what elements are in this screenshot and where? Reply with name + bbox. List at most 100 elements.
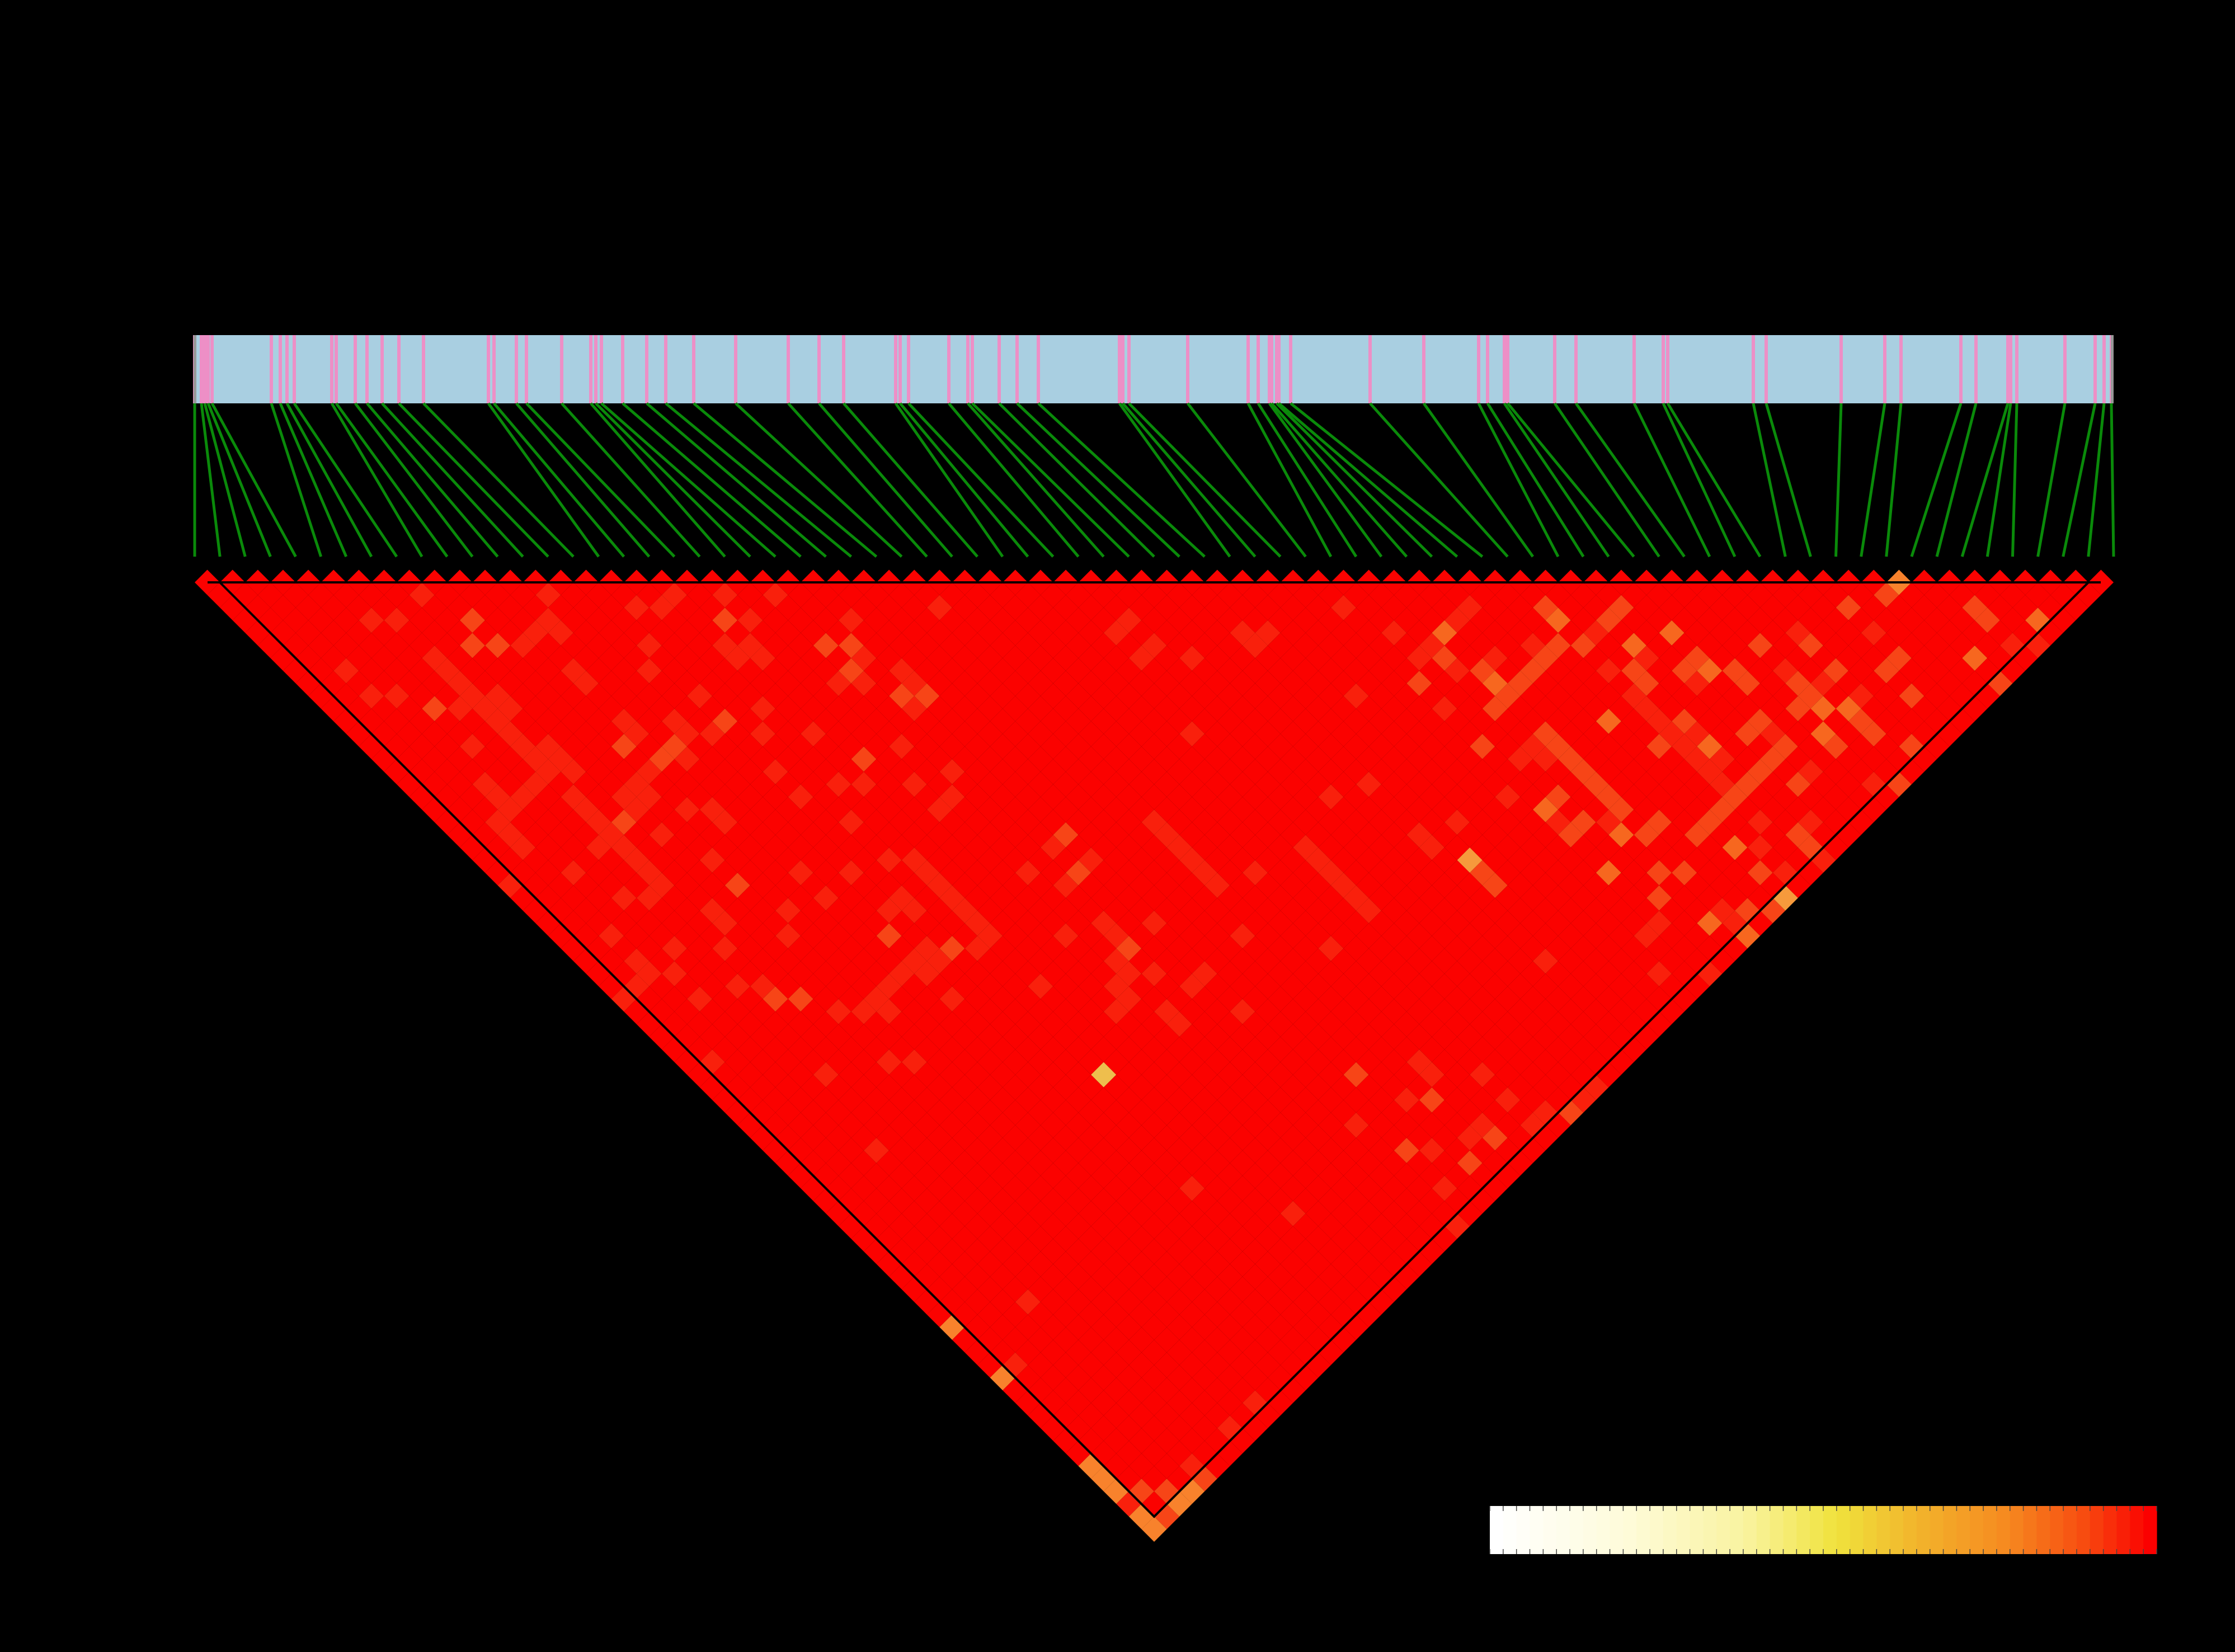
ld-cell [1507, 771, 1533, 797]
ld-cell [1432, 771, 1457, 797]
ld-cell [1103, 1377, 1129, 1403]
ld-cell [863, 1163, 890, 1189]
ld-cell [1242, 708, 1268, 734]
ld-cell [447, 645, 473, 671]
position-tick [966, 335, 970, 403]
ld-cell [750, 973, 776, 999]
ld-cell [1015, 1188, 1041, 1214]
position-tick [1246, 335, 1250, 403]
ld-cell [687, 658, 713, 684]
ld-cell [1482, 595, 1508, 620]
ld-cell [1634, 696, 1659, 722]
ld-cell [510, 784, 536, 810]
ld-cell [1040, 1264, 1066, 1289]
ld-cell [1672, 910, 1697, 936]
ld-cell [1987, 670, 2013, 696]
ld-cell [1659, 721, 1685, 747]
ld-cell [535, 860, 561, 886]
ld-cell [1937, 620, 1963, 646]
ld-cell [1179, 822, 1205, 848]
ld-cell [422, 721, 448, 747]
ld-cell [1318, 1213, 1344, 1239]
ld-cell [851, 1024, 877, 1049]
ld-cell [1141, 582, 1167, 608]
ld-cell [1242, 835, 1268, 860]
ld-cell [1116, 608, 1142, 633]
ld-cell [1495, 658, 1521, 684]
ld-cell [1242, 1037, 1268, 1062]
ld-cell [1507, 645, 1533, 671]
ld-cell [661, 633, 688, 658]
ld-cell [1255, 746, 1281, 772]
position-tick [270, 335, 273, 403]
ld-cell [863, 986, 890, 1012]
ld-cell [763, 809, 788, 835]
ld-cell [1608, 999, 1634, 1024]
ld-cell [1558, 873, 1584, 898]
ld-cell [1154, 645, 1180, 671]
ld-cell [1103, 746, 1129, 772]
ld-cell [1621, 633, 1647, 658]
ld-cell [1293, 1087, 1319, 1113]
fan-line [1187, 402, 1307, 558]
ld-cell [497, 645, 523, 671]
ld-cell [1621, 885, 1647, 911]
ld-cell [1053, 1277, 1079, 1302]
ld-cell [1343, 1163, 1369, 1189]
ld-cell [1280, 1327, 1306, 1353]
ld-cell [1318, 885, 1344, 911]
ld-cell [1166, 582, 1192, 608]
ld-cell [1949, 582, 1975, 608]
color-key-step [2023, 1506, 2038, 1554]
ld-cell [1608, 670, 1634, 696]
ld-cell [548, 771, 573, 797]
ld-cell [1356, 1024, 1382, 1049]
ld-cell [838, 1087, 864, 1113]
ld-cell [952, 1226, 978, 1251]
ld-cell [1735, 595, 1761, 620]
ld-cell [1697, 683, 1723, 709]
position-tick [2093, 335, 2097, 403]
ld-cell [1394, 1163, 1419, 1189]
ld-cell [1230, 1100, 1255, 1126]
ld-cell [1495, 935, 1521, 961]
color-key-step [1650, 1506, 1664, 1554]
ld-cell [1003, 898, 1028, 924]
ld-cell [1532, 1075, 1559, 1100]
ld-cell [1305, 645, 1331, 671]
ld-cell [1823, 633, 1849, 658]
ld-cell [1230, 1377, 1255, 1403]
ld-cell [523, 721, 548, 747]
ld-cell [1596, 986, 1621, 1012]
ld-cell [826, 797, 851, 822]
ld-cell [838, 1011, 864, 1037]
ld-cell [914, 1188, 940, 1214]
fan-line [285, 402, 373, 558]
ld-cell [1028, 1125, 1053, 1151]
ld-cell [851, 797, 877, 822]
ld-cell [1280, 670, 1306, 696]
ld-cell [371, 721, 397, 747]
ld-cell [1760, 721, 1786, 747]
ld-cell [1192, 683, 1217, 709]
ld-cell [308, 582, 334, 608]
color-key-step [1956, 1506, 1970, 1554]
ld-cell [826, 1075, 851, 1100]
ld-cell [1040, 1112, 1066, 1138]
ld-cell [1924, 683, 1950, 709]
ld-cell [1128, 1327, 1155, 1353]
ld-cell [1836, 746, 1861, 772]
ld-cell [1520, 759, 1546, 785]
ld-cell [1293, 683, 1319, 709]
ld-cell [1381, 1075, 1407, 1100]
ld-cell [889, 1112, 915, 1138]
ld-cell [1495, 708, 1521, 734]
ld-cell [1040, 1188, 1066, 1214]
ld-cell [1003, 948, 1028, 974]
ld-cell [510, 658, 536, 684]
ld-cell [977, 923, 1003, 949]
ld-cell [1280, 797, 1306, 822]
ld-cell [1242, 1011, 1268, 1037]
ld-cell [737, 885, 763, 911]
ld-cell [1583, 670, 1609, 696]
